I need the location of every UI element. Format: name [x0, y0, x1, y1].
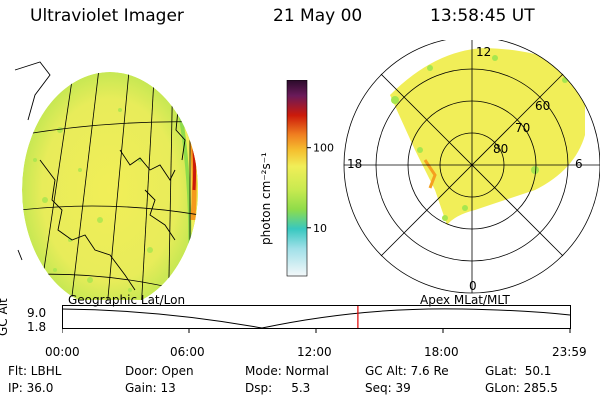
status-ip: IP: 36.0	[8, 381, 54, 395]
status-dsp: Dsp: 5.3	[245, 381, 311, 395]
status-glon: GLon: 285.5	[485, 381, 558, 395]
status-mode: Mode: Normal	[245, 364, 329, 378]
lat-label-70: 70	[515, 121, 530, 135]
mlt-label-6: 6	[575, 157, 583, 171]
timeline-right-title: Apex MLat/MLT	[420, 293, 510, 307]
date-label: 21 May 00	[273, 6, 363, 26]
altitude-timeline	[62, 305, 571, 333]
colorbar-unit-label: photon cm⁻²s⁻¹	[259, 152, 273, 245]
status-glat: GLat: 50.1	[485, 364, 552, 378]
timeline-left-title: Geographic Lat/Lon	[68, 293, 186, 307]
timeline-ylabel: GC Alt	[0, 298, 10, 336]
mlt-label-18: 18	[347, 157, 362, 171]
mlt-label-0: 0	[469, 279, 477, 293]
polar-grid	[343, 40, 600, 294]
polar-mlt-plot: 12 18 0 6 60 70 80	[343, 40, 600, 294]
timeline-xtick-3: 18:00	[424, 345, 459, 359]
altitude-curve	[62, 308, 571, 329]
status-gain: Gain: 13	[125, 381, 176, 395]
timeline-xtick-1: 06:00	[170, 345, 205, 359]
status-filter: Flt: LBHL	[8, 364, 62, 378]
colorbar-tick-label-0: 10	[313, 222, 327, 235]
colorbar-ticks: 10 100	[307, 142, 334, 235]
status-door: Door: Open	[125, 364, 194, 378]
time-label: 13:58:45 UT	[430, 6, 535, 26]
lat-label-80: 80	[493, 142, 508, 156]
timeline-xtick-4: 23:59	[552, 345, 587, 359]
intensity-colorbar: 10 100	[286, 80, 334, 277]
geographic-globe-image	[14, 61, 198, 300]
colorbar-tick-label-1: 100	[313, 142, 334, 155]
timeline-xtick-0: 00:00	[45, 345, 80, 359]
earth-disc	[22, 72, 198, 300]
lat-label-60: 60	[535, 99, 550, 113]
timeline-xtick-2: 12:00	[297, 345, 332, 359]
status-gc-alt: GC Alt: 7.6 Re	[365, 364, 449, 378]
mlt-label-12: 12	[476, 45, 491, 59]
auroral-glow-region	[390, 48, 585, 225]
instrument-title: Ultraviolet Imager	[30, 6, 184, 26]
status-seq: Seq: 39	[365, 381, 411, 395]
timeline-ytick-max: 9.0	[27, 306, 47, 320]
timeline-ytick-min: 1.8	[27, 320, 47, 334]
